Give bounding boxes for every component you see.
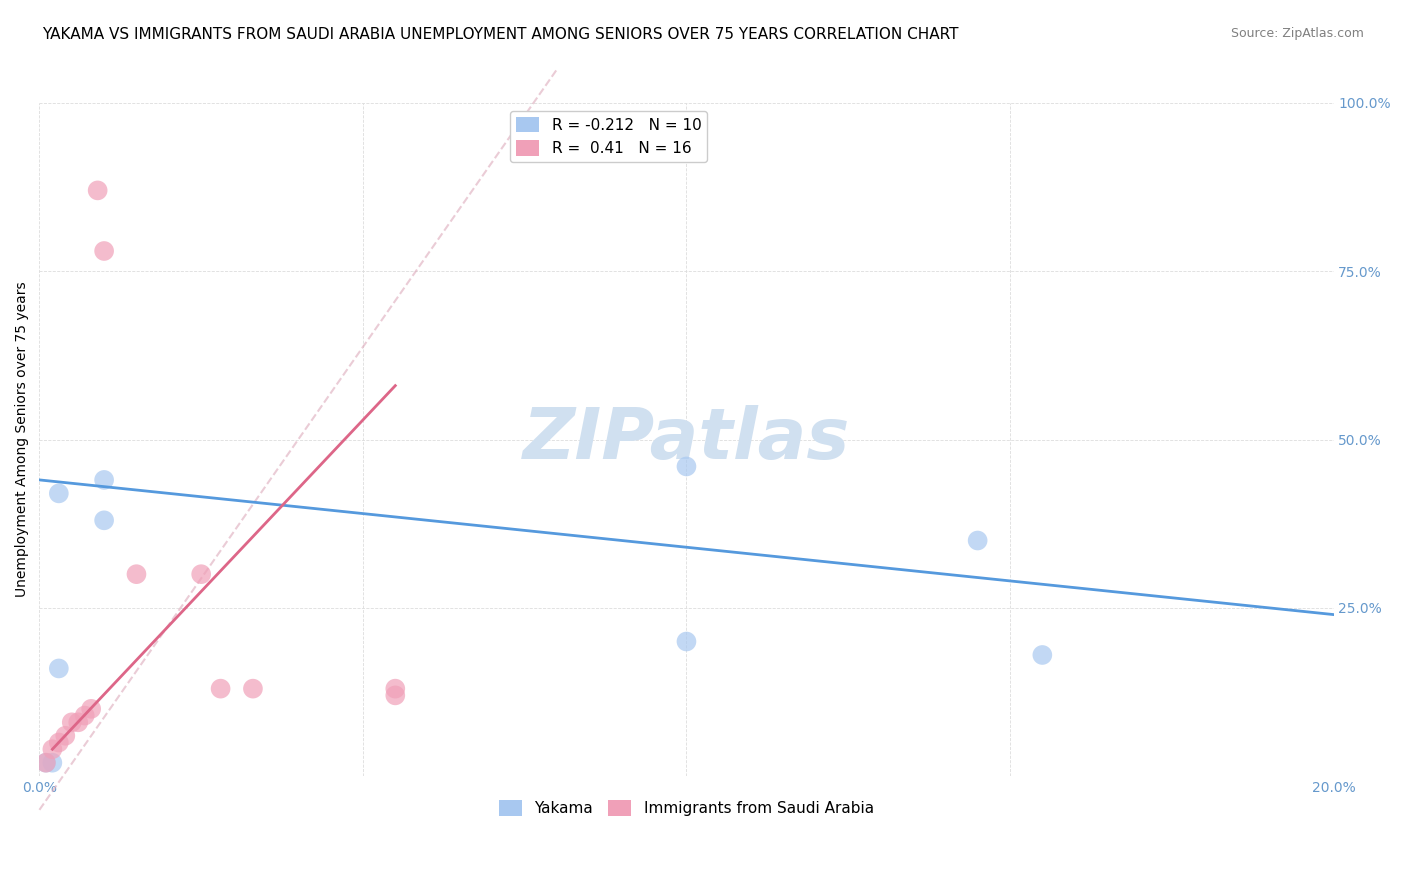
Point bbox=[53, 729, 76, 743]
Point bbox=[190, 567, 212, 582]
Point bbox=[209, 681, 232, 696]
Point bbox=[966, 533, 988, 548]
Point bbox=[125, 567, 148, 582]
Point bbox=[675, 634, 697, 648]
Point bbox=[242, 681, 264, 696]
Point bbox=[60, 715, 83, 730]
Point bbox=[1031, 648, 1053, 662]
Point bbox=[93, 244, 115, 258]
Legend: Yakama, Immigrants from Saudi Arabia: Yakama, Immigrants from Saudi Arabia bbox=[494, 794, 880, 822]
Point bbox=[48, 661, 70, 675]
Text: ZIPatlas: ZIPatlas bbox=[523, 405, 851, 474]
Text: YAKAMA VS IMMIGRANTS FROM SAUDI ARABIA UNEMPLOYMENT AMONG SENIORS OVER 75 YEARS : YAKAMA VS IMMIGRANTS FROM SAUDI ARABIA U… bbox=[42, 27, 959, 42]
Point bbox=[41, 756, 63, 770]
Point bbox=[86, 183, 108, 197]
Point bbox=[41, 742, 63, 756]
Point bbox=[73, 708, 96, 723]
Point bbox=[384, 681, 406, 696]
Point bbox=[67, 715, 90, 730]
Point bbox=[48, 735, 70, 749]
Text: Source: ZipAtlas.com: Source: ZipAtlas.com bbox=[1230, 27, 1364, 40]
Point bbox=[35, 756, 58, 770]
Point bbox=[35, 756, 58, 770]
Point bbox=[93, 513, 115, 527]
Point bbox=[80, 702, 103, 716]
Point bbox=[48, 486, 70, 500]
Point bbox=[384, 689, 406, 703]
Y-axis label: Unemployment Among Seniors over 75 years: Unemployment Among Seniors over 75 years bbox=[15, 282, 30, 598]
Point bbox=[675, 459, 697, 474]
Point bbox=[93, 473, 115, 487]
